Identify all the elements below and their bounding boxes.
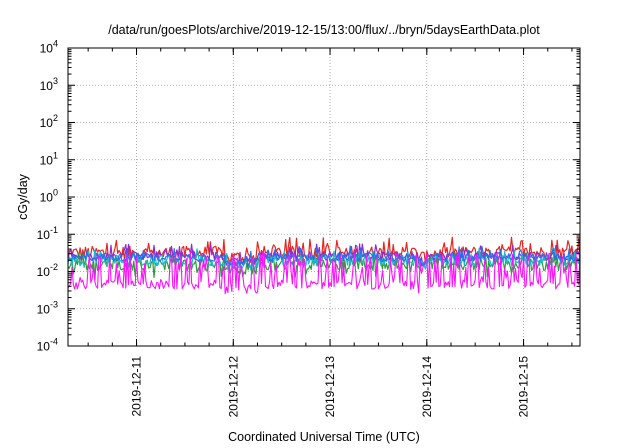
x-tick-labels: 2019-12-11 2019-12-12 2019-12-13 2019-12-14…: [130, 356, 531, 418]
x-tick-label: 2019-12-11: [130, 356, 144, 417]
y-tick-label: 104: [40, 39, 58, 56]
y-axis-label: cGy/day: [16, 173, 30, 220]
y-tick-label: 10-3: [37, 299, 58, 316]
y-tick-label: 10-2: [37, 262, 58, 279]
x-tick-label: 2019-12-12: [226, 356, 240, 418]
x-tick-label: 2019-12-15: [517, 356, 531, 418]
y-tick-label: 10-1: [37, 225, 58, 242]
axis-ticks: [68, 47, 580, 347]
chart-title: /data/run/goesPlots/archive/2019-12-15/1…: [108, 23, 540, 37]
x-axis-label: Coordinated Universal Time (UTC): [228, 430, 420, 444]
y-tick-label: 10-4: [37, 337, 58, 354]
x-tick-label: 2019-12-14: [420, 356, 434, 418]
series-line: [67, 251, 581, 295]
y-tick-label: 101: [40, 150, 58, 167]
x-tick-label: 2019-12-13: [323, 356, 337, 418]
y-tick-label: 103: [40, 76, 58, 93]
y-tick-label: 100: [40, 188, 58, 205]
data-series: [67, 236, 581, 295]
y-tick-label: 102: [40, 113, 58, 130]
y-tick-labels: 10-4 10-3 10-2 10-1 100 101 102 103 104: [37, 39, 58, 354]
grid-lines: [68, 48, 580, 346]
